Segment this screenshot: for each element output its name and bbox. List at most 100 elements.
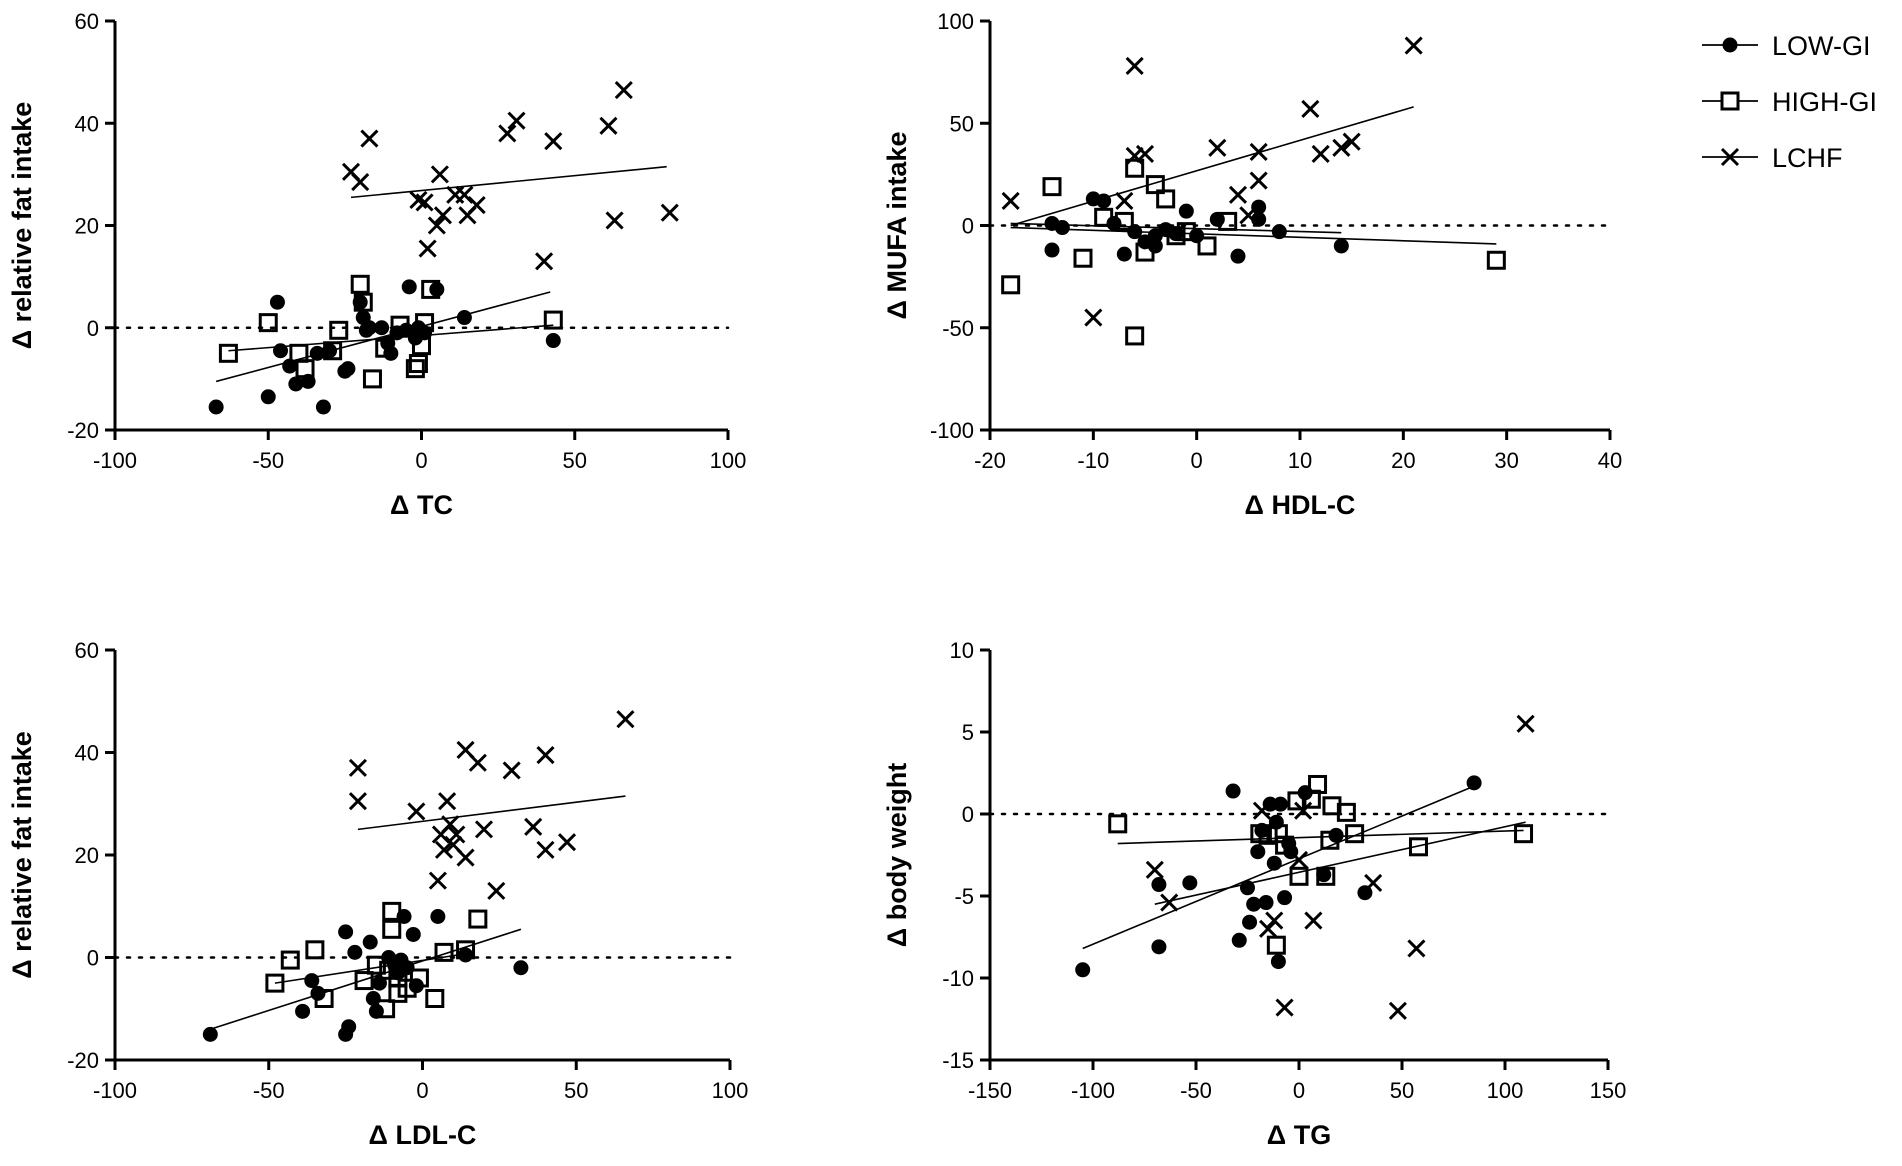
point-low-gi <box>269 294 285 310</box>
point-high-gi <box>258 313 278 333</box>
point-lchf <box>351 172 370 192</box>
point-low-gi <box>362 934 378 950</box>
point-high-gi <box>1156 189 1176 209</box>
point-lchf <box>1304 911 1323 930</box>
fit-line-high-gi <box>274 951 475 984</box>
x-tick-label: 30 <box>1494 448 1518 473</box>
x-tick-label: 50 <box>563 448 587 473</box>
fit-line-lchf <box>1154 821 1526 905</box>
point-high-gi <box>350 274 370 294</box>
point-high-gi <box>412 336 431 356</box>
point-low-gi <box>202 1026 218 1042</box>
point-lchf <box>348 792 367 811</box>
point-lchf <box>1294 801 1313 820</box>
x-tick-label: -50 <box>252 448 284 473</box>
fit-line-high-gi <box>228 324 554 352</box>
x-tick-label: -100 <box>93 448 137 473</box>
series-low-gi <box>1075 775 1482 978</box>
legend-marker-open-square <box>1720 91 1740 111</box>
point-high-gi <box>1125 326 1145 346</box>
point-high-gi <box>1197 236 1217 256</box>
point-high-gi <box>1108 814 1128 834</box>
point-lchf <box>1228 185 1248 204</box>
series-high-gi <box>1001 158 1506 346</box>
point-lchf <box>433 206 453 225</box>
point-low-gi <box>1270 954 1286 970</box>
x-tick-label: 0 <box>415 448 427 473</box>
x-tick-label: 150 <box>1590 1078 1627 1103</box>
point-high-gi <box>415 313 435 333</box>
point-lchf <box>536 746 555 765</box>
x-tick-label: -150 <box>968 1078 1012 1103</box>
point-lchf <box>1239 206 1258 225</box>
point-lchf <box>507 111 526 130</box>
x-tick-label: 100 <box>1487 1078 1524 1103</box>
point-low-gi <box>295 1003 311 1019</box>
point-low-gi <box>1242 914 1258 930</box>
point-high-gi <box>1408 837 1428 857</box>
point-lchf <box>1145 860 1164 879</box>
point-low-gi <box>1272 796 1288 812</box>
point-low-gi <box>1054 220 1070 236</box>
series-lchf <box>348 710 635 900</box>
point-lchf <box>502 761 521 780</box>
point-lchf <box>1332 138 1351 157</box>
x-axis-title: Δ LDL-C <box>369 1120 477 1150</box>
y-tick-label: -5 <box>954 884 974 909</box>
point-lchf <box>415 193 434 212</box>
point-low-gi <box>1182 875 1198 891</box>
x-tick-label: -50 <box>253 1078 285 1103</box>
point-low-gi <box>1466 775 1482 791</box>
point-high-gi <box>375 338 395 358</box>
point-lchf <box>1404 36 1423 55</box>
y-tick-label: 10 <box>950 638 974 663</box>
y-tick-label: 0 <box>962 214 974 239</box>
point-high-gi <box>543 310 563 330</box>
fit-line-lchf <box>357 795 626 831</box>
point-high-gi <box>1336 802 1356 822</box>
x-tick-label: -100 <box>1071 1078 1115 1103</box>
point-low-gi <box>338 924 354 940</box>
point-high-gi <box>1073 248 1093 268</box>
y-tick-label: 50 <box>950 111 974 136</box>
y-tick-label: -50 <box>942 316 974 341</box>
point-high-gi <box>1514 824 1534 844</box>
x-axis-title: Δ TC <box>390 490 453 520</box>
point-low-gi <box>1231 932 1247 948</box>
y-axis-title: Δ relative fat intake <box>7 731 37 979</box>
x-tick-label: -50 <box>1180 1078 1212 1103</box>
point-lchf <box>1275 998 1294 1017</box>
point-high-gi <box>1114 211 1134 231</box>
point-lchf <box>360 129 379 148</box>
legend-marker-cross <box>1720 147 1740 167</box>
point-lchf <box>1407 939 1426 958</box>
point-high-gi <box>1268 824 1288 844</box>
point-lchf <box>616 710 635 729</box>
x-tick-label: -100 <box>93 1078 137 1103</box>
point-lchf <box>1342 132 1361 151</box>
y-tick-label: 40 <box>75 741 99 766</box>
point-low-gi <box>1328 827 1344 843</box>
legend-marker-filled-circle <box>1722 37 1738 53</box>
point-high-gi <box>456 940 476 960</box>
point-low-gi <box>1096 193 1112 209</box>
point-high-gi <box>382 919 402 939</box>
point-lchf <box>1249 171 1268 190</box>
point-low-gi <box>1250 844 1266 860</box>
point-lchf <box>535 252 554 271</box>
point-low-gi <box>1151 939 1167 955</box>
point-lchf <box>1249 142 1268 161</box>
point-high-gi <box>1135 242 1155 262</box>
point-high-gi <box>305 940 325 960</box>
point-high-gi <box>425 989 445 1008</box>
point-lchf <box>1125 56 1144 76</box>
point-high-gi <box>397 978 417 998</box>
x-axis-title: Δ TG <box>1267 1120 1331 1150</box>
point-high-gi <box>1042 177 1062 197</box>
point-low-gi <box>288 376 304 392</box>
point-high-gi <box>1218 211 1238 231</box>
x-tick-label: -20 <box>974 448 1006 473</box>
series-lchf <box>1001 36 1423 327</box>
